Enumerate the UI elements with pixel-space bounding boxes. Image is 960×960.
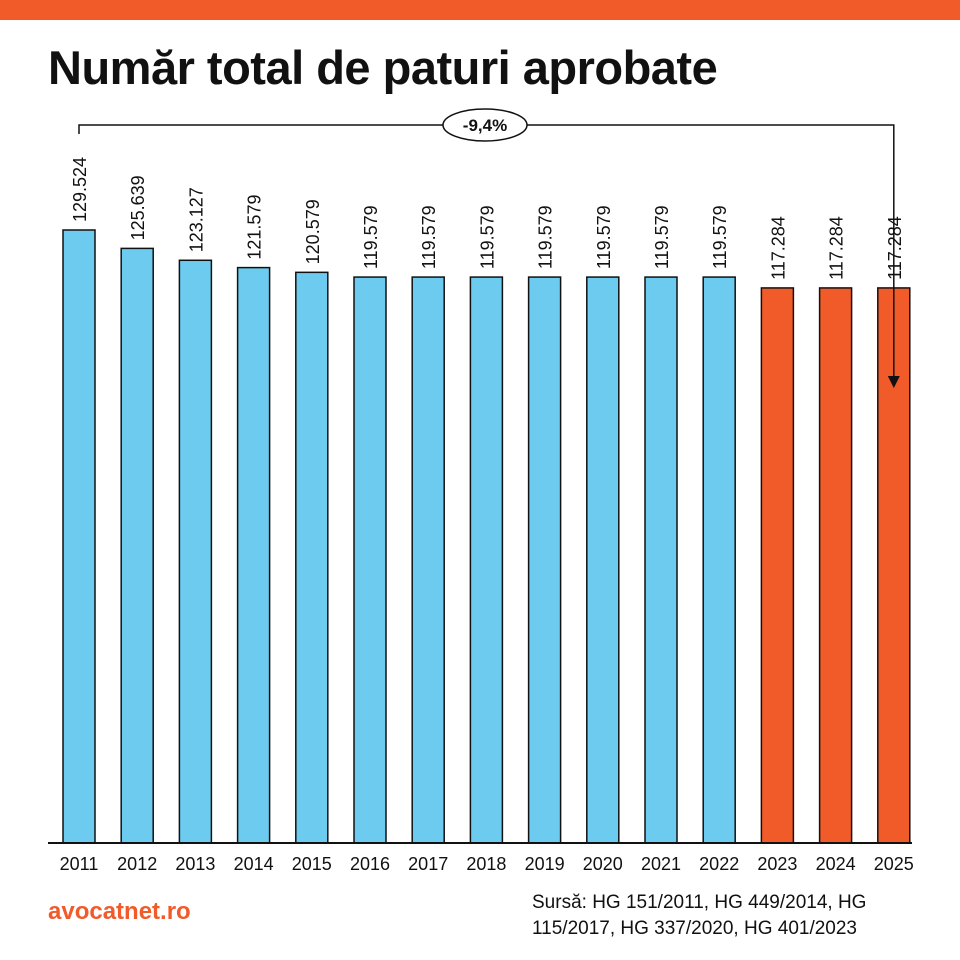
bar-2014: [236, 266, 271, 844]
value-label-2018: 119.579: [477, 205, 497, 269]
value-label-2023: 117.284: [768, 216, 788, 280]
brand-logo-text[interactable]: avocatnet.ro: [48, 898, 191, 925]
bar-2023: [760, 287, 795, 844]
bar-2024: [818, 287, 853, 844]
x-tick-2011: 2011: [60, 854, 99, 874]
value-label-2013: 123.127: [186, 187, 206, 252]
value-label-2019: 119.579: [536, 205, 556, 269]
x-tick-2018: 2018: [466, 854, 506, 874]
bar-2016: [353, 276, 387, 844]
x-tick-2016: 2016: [350, 854, 390, 874]
x-tick-2025: 2025: [874, 854, 914, 874]
value-label-2020: 119.579: [594, 205, 614, 269]
value-label-2021: 119.579: [652, 205, 672, 269]
bar-2013: [178, 259, 213, 844]
bar-2019: [527, 276, 562, 844]
bar-2020: [586, 276, 620, 844]
x-tick-2012: 2012: [117, 854, 157, 874]
bar-2018: [469, 276, 504, 844]
x-tick-2023: 2023: [757, 854, 797, 874]
x-tick-2020: 2020: [583, 854, 623, 874]
change-badge: [442, 108, 528, 142]
source-note: Sursă: HG 151/2011, HG 449/2014, HG 115/…: [532, 892, 867, 939]
x-tick-2022: 2022: [699, 854, 739, 874]
value-label-2016: 119.579: [361, 205, 381, 269]
x-tick-2019: 2019: [525, 854, 565, 874]
bar-2015: [295, 271, 329, 844]
value-label-2014: 121.579: [245, 195, 265, 260]
bar-2011: [62, 229, 96, 844]
bar-2021: [644, 276, 678, 844]
bar-2022: [702, 276, 736, 844]
value-label-2024: 117.284: [827, 216, 847, 280]
change-arrow-head: [887, 376, 900, 388]
x-tick-2021: 2021: [641, 854, 681, 874]
x-tick-2024: 2024: [816, 854, 856, 874]
value-label-2012: 125.639: [128, 175, 148, 240]
value-label-2015: 120.579: [303, 199, 323, 264]
value-label-2022: 119.579: [710, 205, 730, 269]
bar-2017: [411, 276, 445, 844]
chart-title: Număr total de paturi aprobate: [48, 41, 718, 94]
value-label-2017: 119.579: [419, 205, 439, 269]
x-tick-2015: 2015: [292, 854, 332, 874]
x-tick-2013: 2013: [175, 854, 215, 874]
top-accent-bar: [0, 0, 960, 20]
x-tick-2017: 2017: [408, 854, 448, 874]
value-label-2011: 129.524: [70, 157, 90, 222]
value-label-2025: 117.284: [885, 216, 905, 280]
bar-2012: [120, 247, 154, 844]
x-tick-2014: 2014: [234, 854, 274, 874]
change-label: -9,4%: [463, 116, 507, 135]
